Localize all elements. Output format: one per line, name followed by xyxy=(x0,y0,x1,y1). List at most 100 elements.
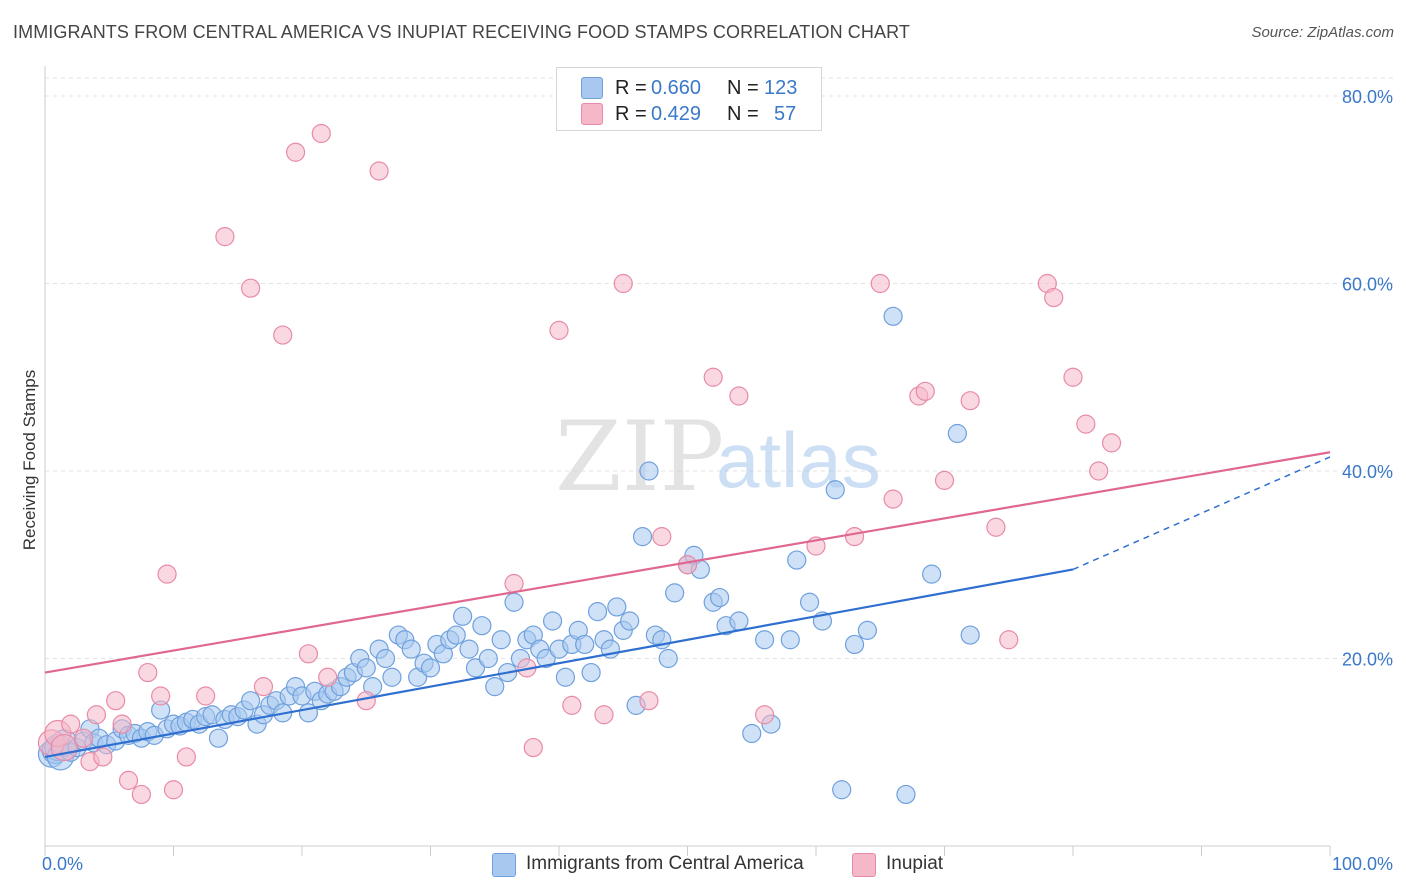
pink-point xyxy=(285,142,306,162)
blue-point xyxy=(420,658,441,678)
blue-point xyxy=(896,784,916,805)
blue-point xyxy=(478,648,498,669)
blue-point xyxy=(491,630,511,650)
pink-point xyxy=(318,667,338,687)
pink-point xyxy=(613,273,633,294)
blue-point xyxy=(555,667,576,687)
pink-point xyxy=(562,695,582,715)
blue-point xyxy=(446,625,466,645)
n-value: 123 xyxy=(764,77,798,99)
pink-point xyxy=(986,517,1006,537)
blue-point xyxy=(665,583,685,603)
blue-point xyxy=(639,461,659,481)
y-tick-label: 80.0% xyxy=(1342,87,1393,107)
blue-point xyxy=(960,625,980,645)
pink-point xyxy=(253,677,274,697)
pink-point xyxy=(504,573,524,594)
pink-point xyxy=(50,733,78,762)
blue-point xyxy=(620,611,640,631)
pink-point xyxy=(298,644,319,664)
pink-point xyxy=(86,705,107,725)
pink-point xyxy=(999,630,1019,650)
y-tick-label: 40.0% xyxy=(1342,462,1393,482)
pink-point xyxy=(639,691,659,711)
blue-point xyxy=(799,592,820,612)
pink-point xyxy=(1101,433,1122,453)
blue-point xyxy=(536,648,556,669)
trend-line-blue-extension xyxy=(1072,456,1331,571)
pink-point xyxy=(112,714,132,734)
pink-point xyxy=(176,747,196,767)
pink-point xyxy=(594,705,614,725)
swatch-pink xyxy=(581,103,603,125)
y-tick-label: 60.0% xyxy=(1342,275,1393,295)
pink-point xyxy=(754,705,775,725)
pink-point xyxy=(369,161,389,181)
pink-point xyxy=(960,391,980,411)
gridlines xyxy=(45,77,1395,659)
blue-point xyxy=(587,602,608,622)
blue-point xyxy=(742,723,762,744)
pink-point xyxy=(1076,414,1096,434)
trend-lines xyxy=(44,451,1331,759)
pink-point xyxy=(652,527,672,547)
n-value: 57 xyxy=(774,103,797,125)
series-pink-points xyxy=(37,123,1122,805)
blue-point xyxy=(401,639,421,659)
blue-point xyxy=(485,677,505,697)
pink-point xyxy=(157,564,177,584)
blue-point xyxy=(780,630,800,650)
series-legend: Immigrants from Central America Inupiat xyxy=(0,852,1406,878)
pink-point xyxy=(677,555,698,575)
blue-point xyxy=(922,564,942,584)
pink-point xyxy=(93,747,113,767)
legend-label-pink: Inupiat xyxy=(886,853,944,874)
trend-line-pink xyxy=(44,451,1331,674)
trend-line-blue xyxy=(44,568,1074,759)
r-label: R = xyxy=(615,77,647,99)
pink-point xyxy=(870,273,890,294)
blue-point xyxy=(658,648,678,669)
pink-point xyxy=(915,381,935,401)
blue-point xyxy=(375,648,396,669)
blue-point xyxy=(825,480,845,500)
blue-point xyxy=(710,587,730,608)
blue-point xyxy=(465,658,486,678)
blue-point xyxy=(542,611,563,631)
watermark: ZIP atlas xyxy=(555,401,881,513)
watermark-zip: ZIP xyxy=(555,401,724,513)
swatch-blue xyxy=(492,853,516,877)
pink-point xyxy=(729,386,749,406)
pink-point xyxy=(356,691,376,711)
swatch-pink xyxy=(852,853,876,877)
n-label: N = xyxy=(727,77,759,99)
pink-point xyxy=(131,784,151,805)
x-tick-labels: 0.0% 100.0% xyxy=(42,854,1393,874)
pink-point xyxy=(73,728,94,748)
r-label: R = xyxy=(615,103,647,125)
pink-point xyxy=(844,527,865,547)
pink-point xyxy=(241,278,261,298)
x-tick-label-min: 0.0% xyxy=(42,854,83,874)
blue-point xyxy=(832,780,852,800)
blue-point xyxy=(632,527,653,547)
pink-point xyxy=(1044,287,1064,308)
axes xyxy=(44,66,1331,856)
blue-point xyxy=(729,611,749,631)
watermark-atlas: atlas xyxy=(716,416,881,504)
blue-point xyxy=(453,606,473,626)
swatch-blue xyxy=(581,77,603,99)
r-value: 0.429 xyxy=(651,103,702,125)
blue-point xyxy=(504,592,524,612)
pink-point xyxy=(215,227,235,247)
pink-point xyxy=(151,686,171,706)
pink-point xyxy=(138,662,158,683)
blue-point xyxy=(356,658,376,678)
blue-point xyxy=(883,306,903,326)
blue-point xyxy=(208,728,229,748)
blue-point xyxy=(947,423,967,444)
pink-point xyxy=(311,123,331,144)
pink-point xyxy=(196,686,216,706)
r-value: 0.660 xyxy=(651,77,702,99)
x-tick-label-max: 100.0% xyxy=(1332,854,1393,874)
